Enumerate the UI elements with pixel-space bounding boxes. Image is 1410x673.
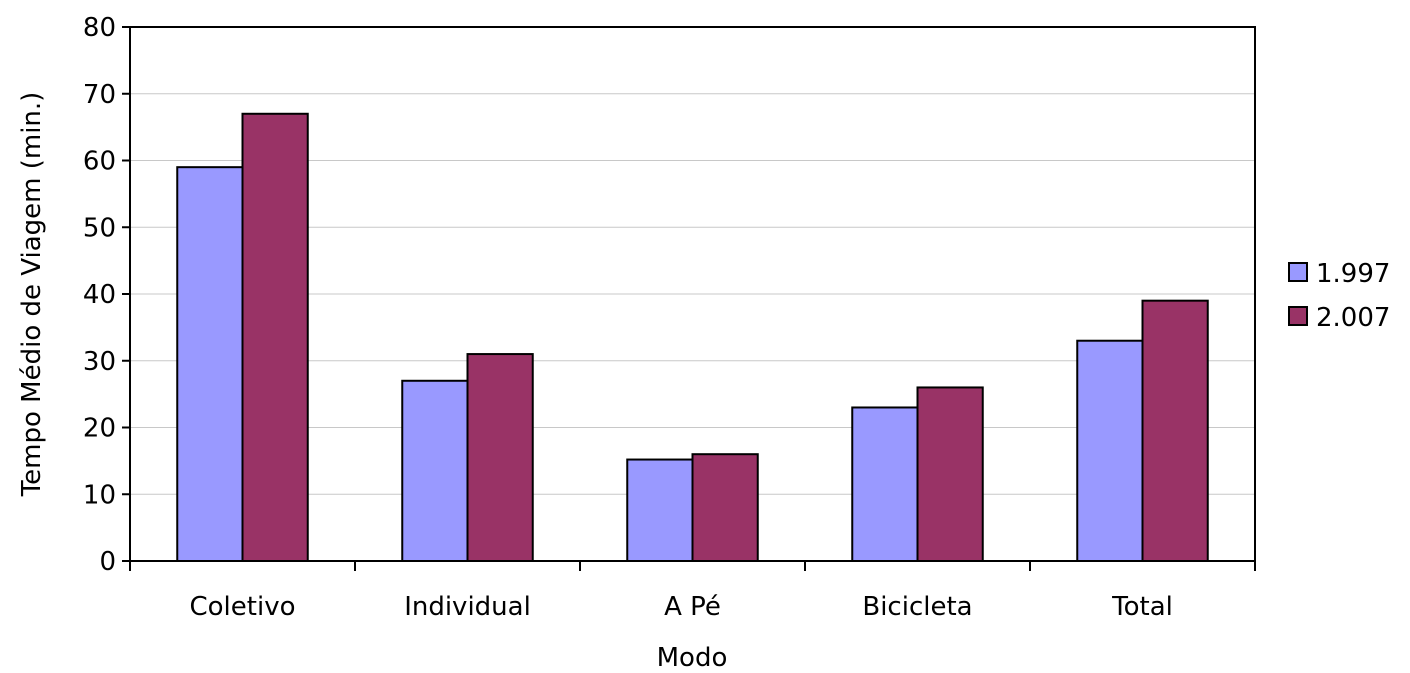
legend: 1.997 2.007 — [1288, 259, 1390, 333]
y-tick-label: 50 — [83, 213, 116, 243]
x-tick-label: Total — [1111, 592, 1173, 622]
legend-label: 1.997 — [1316, 259, 1390, 289]
bar — [466, 353, 534, 563]
y-tick-label: 20 — [83, 414, 116, 444]
x-axis: Coletivo Individual A Pé Bicicleta Total — [129, 561, 1256, 622]
bar — [691, 453, 759, 563]
legend-label: 2.007 — [1316, 303, 1390, 333]
legend-swatch — [1288, 306, 1308, 326]
bar — [176, 166, 244, 563]
y-axis: 0 10 20 30 40 50 60 70 80 — [83, 13, 130, 577]
legend-swatch — [1288, 262, 1308, 282]
bar — [1076, 339, 1144, 562]
y-tick-label: 70 — [83, 80, 116, 110]
y-tick-label: 40 — [83, 280, 116, 310]
bar — [916, 386, 984, 563]
y-tick-label: 30 — [83, 347, 116, 377]
bar — [851, 406, 919, 562]
bar — [1141, 299, 1209, 562]
y-tick-label: 10 — [83, 480, 116, 510]
x-tick-label: A Pé — [664, 592, 721, 622]
bar — [401, 379, 469, 562]
y-tick-label: 0 — [99, 547, 116, 577]
x-axis-title: Modo — [657, 643, 728, 673]
y-tick-label: 60 — [83, 147, 116, 177]
bars — [176, 112, 1209, 563]
y-axis-title: Tempo Médio de Viagem (min.) — [17, 92, 47, 498]
y-tick-label: 80 — [83, 13, 116, 43]
gridlines — [130, 93, 1255, 495]
x-tick-label: Coletivo — [190, 592, 296, 622]
bar — [241, 112, 309, 563]
x-tick-label: Individual — [404, 592, 531, 622]
bar — [626, 458, 694, 563]
x-tick-label: Bicicleta — [862, 592, 972, 622]
